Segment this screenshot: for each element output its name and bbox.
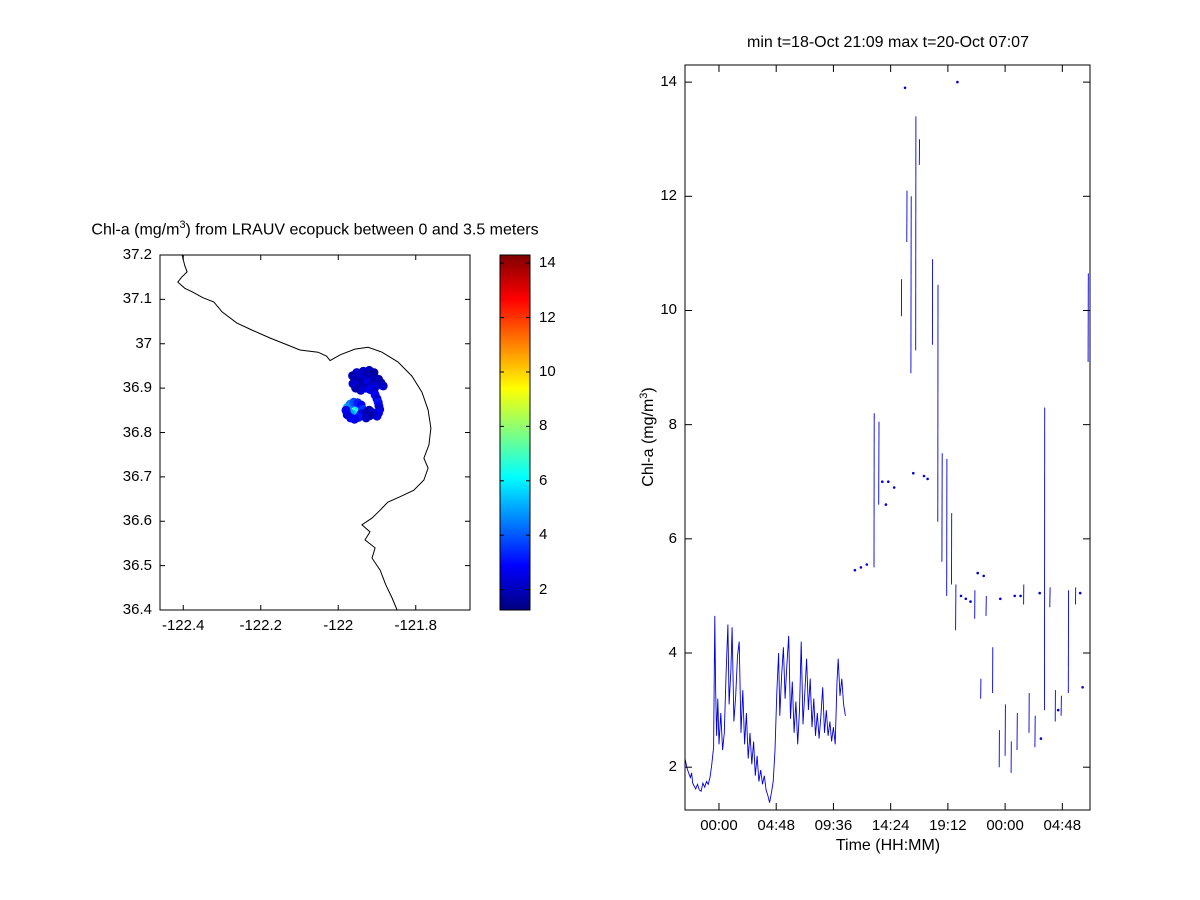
timeseries-ylabel-superscript: 3	[637, 392, 650, 399]
map-axes-box	[159, 254, 471, 611]
timeseries-x-tick-label: 00:00	[986, 817, 1024, 834]
chl-time-series-dot	[887, 480, 890, 484]
chl-time-series-dot	[1019, 594, 1022, 598]
timeseries-y-tick-label: 14	[660, 73, 677, 91]
chl-time-series-dot	[959, 594, 963, 598]
map-y-tick-label: 36.6	[122, 512, 152, 530]
chl-time-series-dot	[1078, 591, 1082, 595]
map-x-tick-label: -121.8	[394, 617, 438, 634]
timeseries-x-tick-label: 04:48	[757, 817, 795, 834]
timeseries-y-tick-label: 10	[660, 301, 677, 319]
map-y-tick-label: 36.9	[122, 379, 152, 397]
chl-time-series-dot	[1013, 594, 1016, 598]
colorbar-tick-label: 12	[539, 308, 556, 326]
timeseries-xlabel: Time (HH:MM)	[835, 837, 941, 854]
chl-scatter-point	[348, 379, 358, 389]
chl-time-series-dot	[903, 86, 907, 90]
chl-time-series-dot	[912, 471, 915, 475]
timeseries-x-tick-label: 14:24	[871, 817, 910, 834]
colorbar-gradient	[500, 255, 530, 610]
chl-time-series-line	[684, 615, 846, 803]
chl-time-series-dot	[1056, 708, 1060, 712]
timeseries-ylabel-text: Chl-a (mg/m	[640, 398, 658, 487]
chl-time-series-dot	[853, 568, 857, 572]
map-x-tick-label: -122.4	[161, 617, 205, 634]
chl-scatter-point	[378, 381, 388, 391]
timeseries-ylabel-rest: )	[640, 387, 658, 393]
timeseries-y-tick-label: 4	[668, 644, 677, 661]
chl-time-series-dot	[926, 477, 929, 481]
chl-scatter-point	[341, 405, 351, 415]
chl-time-series-dot	[1081, 686, 1084, 689]
chl-time-series-dot	[922, 474, 926, 478]
chl-time-series-dot	[976, 571, 979, 575]
chl-time-series-dot	[884, 503, 888, 506]
colorbar-tick-label: 6	[539, 471, 548, 489]
map-y-tick-label: 37.1	[122, 290, 152, 308]
colorbar-tick-label: 10	[539, 362, 556, 380]
map-title-superscript: 3	[179, 219, 186, 231]
map-y-tick-label: 37	[135, 334, 152, 352]
map-title-text: Chl-a (mg/m	[91, 221, 180, 239]
coastline-path	[177, 254, 432, 611]
map-x-tick-label: -122.2	[239, 617, 283, 634]
timeseries-x-tick-label: 00:00	[700, 817, 738, 834]
timeseries-x-tick-label: 19:12	[929, 817, 967, 834]
chl-time-series-dot	[999, 597, 1002, 601]
map-title-rest: ) from LRAUV ecopuck between 0 and 3.5 m…	[185, 221, 539, 239]
colorbar-frame	[499, 254, 531, 611]
map-y-tick-label: 36.8	[122, 423, 152, 441]
chl-time-series-dot	[982, 574, 985, 578]
chl-time-series-dot	[881, 480, 884, 484]
timeseries-y-tick-label: 2	[668, 758, 677, 776]
chl-time-series-dot	[865, 563, 869, 566]
colorbar-tick-label: 8	[539, 417, 548, 435]
chl-time-series-dot	[964, 597, 968, 601]
chl-time-series-dot	[892, 486, 896, 489]
chl-scatter-point	[348, 371, 358, 381]
chl-scatter-point	[361, 413, 371, 423]
timeseries-title: min t=18-Oct 21:09 max t=20-Oct 07:07	[747, 34, 1029, 51]
map-y-tick-label: 36.4	[122, 601, 152, 618]
map-y-tick-label: 36.7	[122, 467, 152, 485]
timeseries-ylabel: Chl-a (mg/m3)	[638, 387, 658, 486]
chl-scatter-point	[369, 368, 379, 378]
colorbar-tick-label: 4	[539, 526, 548, 544]
chl-time-series-dot	[859, 566, 863, 569]
chl-time-series-dot	[1039, 737, 1043, 740]
map-y-tick-label: 37.2	[122, 246, 152, 263]
colorbar-tick-label: 14	[539, 254, 556, 272]
map-title: Chl-a (mg/m3) from LRAUV ecopuck between…	[91, 219, 538, 239]
timeseries-y-tick-label: 8	[668, 415, 677, 433]
timeseries-y-tick-label: 6	[668, 529, 677, 547]
map-y-tick-label: 36.5	[122, 556, 152, 574]
timeseries-axes-box	[684, 64, 1091, 811]
colorbar-tick-label: 2	[539, 580, 548, 598]
timeseries-x-tick-label: 04:48	[1043, 817, 1082, 834]
chl-time-series-dot	[956, 80, 959, 84]
chl-time-series-dot	[1038, 591, 1041, 595]
timeseries-x-tick-label: 09:36	[814, 817, 853, 834]
timeseries-y-tick-label: 12	[660, 187, 677, 205]
map-x-tick-label: -122	[323, 617, 354, 634]
chl-time-series-dot	[969, 600, 972, 603]
